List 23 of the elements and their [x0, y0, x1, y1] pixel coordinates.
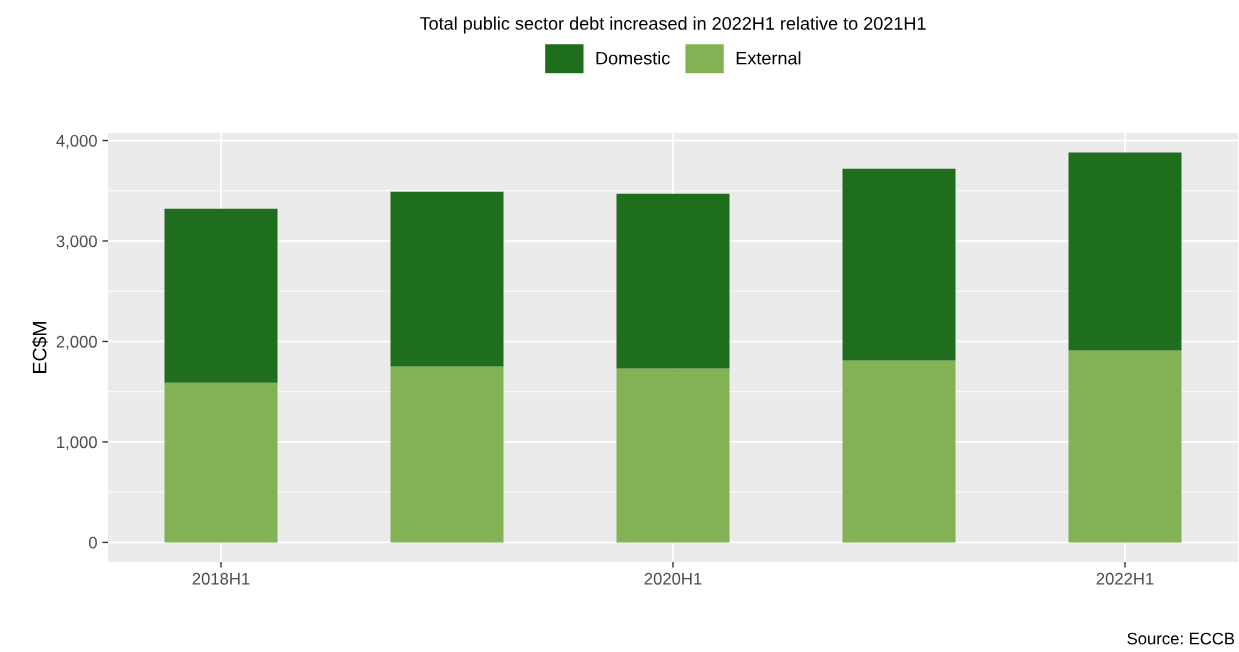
chart-title: Total public sector debt increased in 2022H1 relative to 2021H1: [419, 16, 926, 34]
bar: [164, 208, 278, 383]
bar: [616, 368, 730, 543]
bar: [842, 360, 956, 543]
y-tick-label: 4,000: [56, 134, 97, 149]
bar: [164, 382, 278, 543]
legend-label: External: [736, 51, 801, 65]
bar: [616, 193, 730, 369]
bar: [390, 366, 504, 543]
bar: [390, 191, 504, 367]
source-note: Source: ECCB: [1127, 632, 1235, 645]
x-tick-label: 2022H1: [1096, 572, 1154, 585]
bar: [1068, 152, 1182, 351]
y-tick-label: 3,000: [56, 235, 97, 250]
legend-label: Domestic: [596, 51, 670, 65]
y-tick-label: 2,000: [56, 335, 97, 350]
bar: [1068, 350, 1182, 543]
y-tick-label: 0: [88, 536, 97, 549]
bar: [842, 168, 956, 361]
x-tick-label: 2020H1: [644, 572, 702, 585]
y-axis-title: EC$M: [31, 322, 48, 373]
y-tick-label: 1,000: [57, 436, 97, 451]
x-tick-label: 2018H1: [192, 572, 250, 585]
